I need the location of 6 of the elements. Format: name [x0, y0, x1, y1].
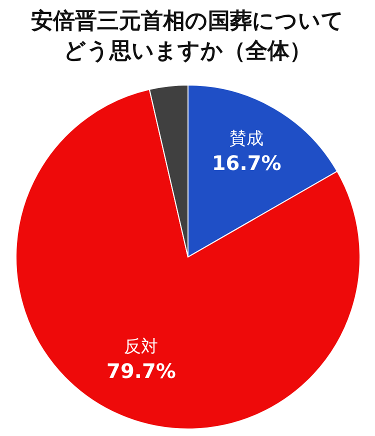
chart-title: 安倍晋三元首相の国葬についてどう思いますか（全体） — [31, 8, 344, 64]
data-label: 16.7% — [212, 150, 282, 175]
pie-slice — [16, 88, 360, 430]
slice-label: 反対 — [124, 337, 158, 358]
slice-label: 賛成 — [230, 128, 264, 149]
data-label: 79.7% — [106, 359, 176, 384]
